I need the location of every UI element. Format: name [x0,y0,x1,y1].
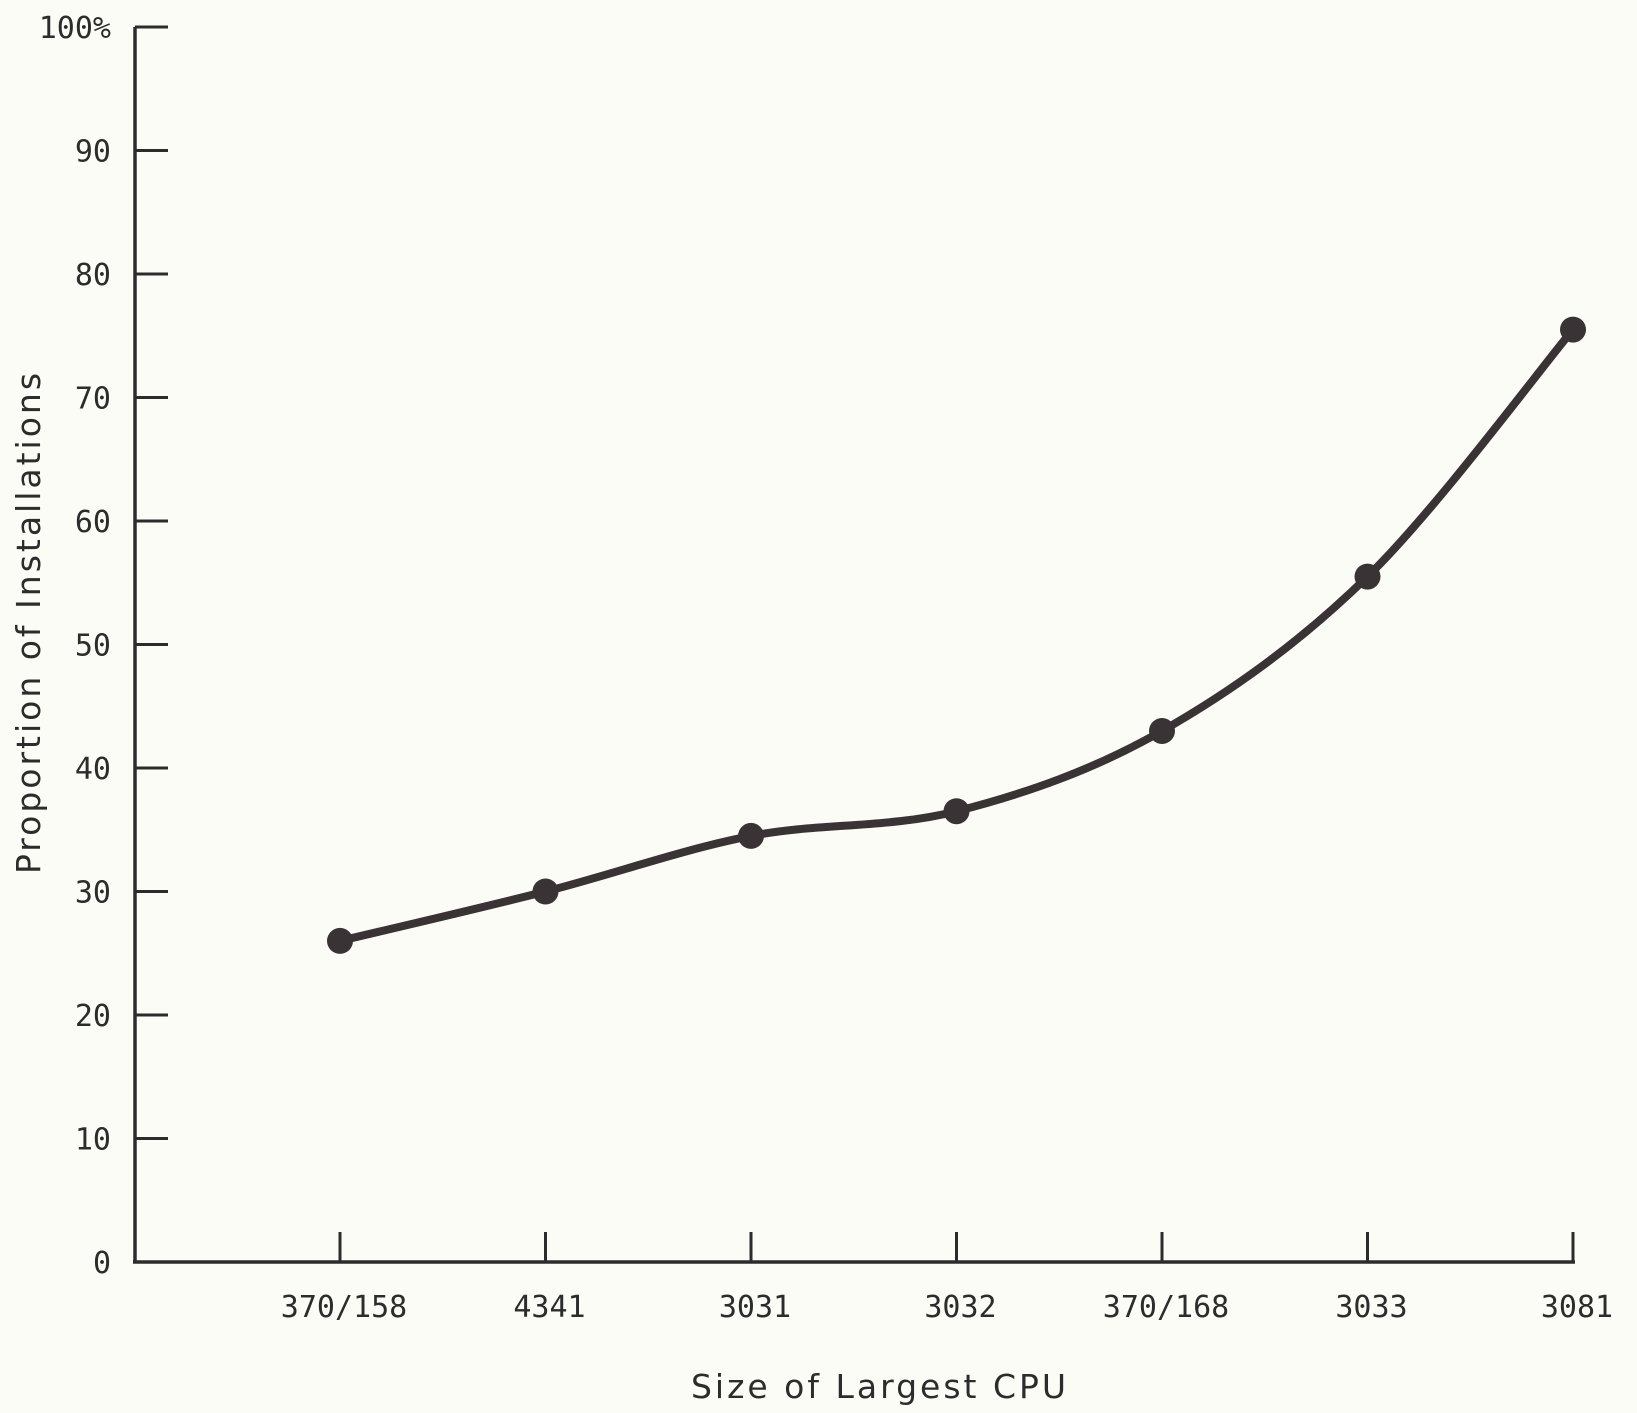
data-point-3031 [738,822,764,849]
data-point-3033 [1354,563,1381,590]
data-point-3032 [943,798,970,825]
y-tick-label: 40 [75,752,111,787]
y-axis-title: Proportion of Installations [9,370,48,874]
series-line [336,325,1577,945]
y-tick-label: 100% [39,11,111,46]
data-point-3081 [1560,316,1586,343]
x-tick-label: 4341 [513,1290,585,1325]
y-tick-label: 30 [75,876,111,911]
data-point-370-168 [1149,717,1175,744]
x-tick-label: 3081 [1541,1290,1613,1325]
data-point-370-158 [327,927,353,954]
x-axis-ticks: 370/158 4341 3031 3032 370/168 3033 3081 [281,1232,1613,1325]
y-tick-label: 20 [75,999,111,1034]
y-tick-label: 60 [75,505,111,540]
x-tick-label: 370/158 [281,1290,407,1325]
y-tick-label: 80 [75,258,111,293]
x-tick-label: 370/168 [1103,1290,1229,1325]
data-point-4341 [532,878,559,905]
x-tick-label: 3031 [719,1290,791,1325]
x-tick-label: 3033 [1335,1290,1407,1325]
y-axis-ticks: 0 10 20 30 40 50 60 70 80 90 100% [39,11,168,1281]
y-tick-label: 70 [75,382,111,417]
y-tick-label: 10 [75,1123,111,1158]
x-tick-label: 3032 [924,1290,996,1325]
x-axis-title: Size of Largest CPU [691,1367,1069,1406]
y-tick-label: 50 [75,629,111,664]
y-tick-label: 0 [93,1246,111,1281]
data-points [327,316,1586,954]
y-tick-label: 90 [75,135,111,170]
